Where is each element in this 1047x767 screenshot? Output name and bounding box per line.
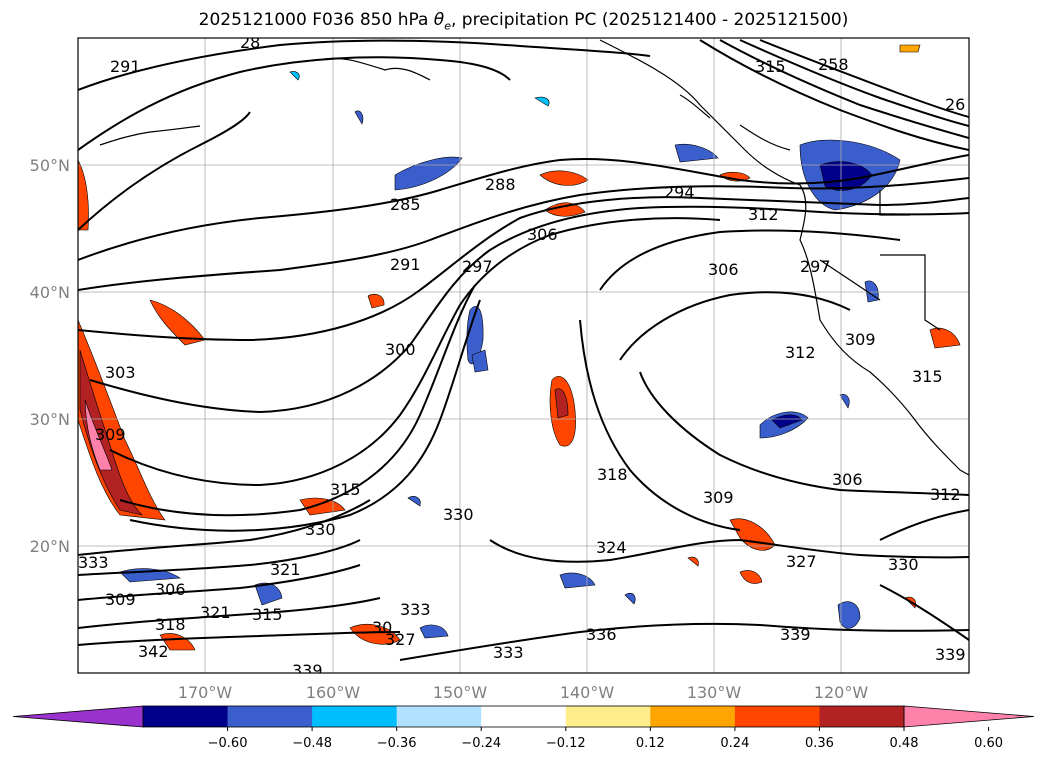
colorbar-over-extension bbox=[903, 705, 1035, 728]
contour-label: 28 bbox=[240, 33, 260, 52]
colorbar-bin bbox=[312, 706, 398, 727]
colorbar-frame bbox=[142, 705, 905, 728]
contour-label: 333 bbox=[493, 643, 524, 662]
contour-label: 330 bbox=[888, 555, 919, 574]
colorbar-bin bbox=[734, 706, 820, 727]
lat-label: 30°N bbox=[30, 410, 70, 429]
contour-label: 288 bbox=[485, 175, 516, 194]
contour-label: 312 bbox=[930, 485, 961, 504]
contour-label: 315 bbox=[252, 605, 283, 624]
lat-label: 20°N bbox=[30, 537, 70, 556]
colorbar-tick-label: 0.48 bbox=[890, 736, 919, 751]
lat-label: 40°N bbox=[30, 283, 70, 302]
title-rest: , precipitation PC (2025121400 - 2025121… bbox=[450, 10, 849, 30]
longitude-labels: 170°W 160°W 150°W 140°W 130°W 120°W bbox=[178, 683, 869, 702]
contour-label: 330 bbox=[305, 520, 336, 539]
map-content: 291 288 285 294 312 297 300 306 306 291 … bbox=[78, 33, 969, 680]
lon-label: 160°W bbox=[306, 683, 361, 702]
lon-label: 170°W bbox=[178, 683, 233, 702]
contour-label: 333 bbox=[78, 553, 109, 572]
lon-label: 140°W bbox=[560, 683, 615, 702]
latitude-labels: 50°N 40°N 30°N 20°N bbox=[30, 156, 70, 556]
colorbar-tick-label: 0.36 bbox=[805, 736, 834, 751]
contour-label: 306 bbox=[155, 580, 186, 599]
contour-label: 321 bbox=[200, 603, 231, 622]
contour-label: 315 bbox=[755, 57, 786, 76]
contour-label: 309 bbox=[105, 590, 136, 609]
contour-labels: 291 288 285 294 312 297 300 306 306 291 … bbox=[78, 33, 966, 680]
colorbar-bin bbox=[143, 706, 229, 727]
contour-label: 312 bbox=[785, 343, 816, 362]
chart-title: 2025121000 F036 850 hPa θe, precipitatio… bbox=[0, 10, 1047, 32]
colorbar-tick-label: −0.60 bbox=[208, 736, 248, 751]
contour-label: 300 bbox=[385, 340, 416, 359]
contour-label: 30 bbox=[372, 618, 392, 637]
contour-label: 339 bbox=[292, 661, 323, 680]
lon-label: 150°W bbox=[433, 683, 488, 702]
contour-label: 306 bbox=[832, 470, 863, 489]
contour-label: 321 bbox=[270, 560, 301, 579]
contour-label: 306 bbox=[527, 225, 558, 244]
colorbar-tick-label: −0.24 bbox=[461, 736, 501, 751]
title-theta: θ bbox=[433, 10, 445, 30]
contour-label: 339 bbox=[780, 625, 811, 644]
contour-label: 303 bbox=[105, 363, 136, 382]
title-main: 2025121000 F036 850 hPa bbox=[198, 10, 429, 30]
contour-label: 339 bbox=[935, 645, 966, 664]
contour-label: 330 bbox=[443, 505, 474, 524]
contour-label: 309 bbox=[95, 425, 126, 444]
contour-label: 306 bbox=[708, 260, 739, 279]
contour-label: 333 bbox=[400, 600, 431, 619]
colorbar-under-extension bbox=[12, 705, 144, 728]
contour-label: 318 bbox=[155, 615, 186, 634]
contour-label: 315 bbox=[912, 367, 943, 386]
colorbar-tick-label: −0.12 bbox=[546, 736, 586, 751]
contour-label: 315 bbox=[330, 480, 361, 499]
colorbar-bin bbox=[565, 706, 651, 727]
colorbar-tick-label: 0.60 bbox=[974, 736, 1003, 751]
contour-label: 318 bbox=[597, 465, 628, 484]
contour-label: 26 bbox=[945, 95, 965, 114]
contour-label: 291 bbox=[110, 57, 141, 76]
contour-label: 297 bbox=[800, 257, 831, 276]
contour-label: 291 bbox=[390, 255, 421, 274]
contour-label: 342 bbox=[138, 642, 169, 661]
contour-label: 309 bbox=[845, 330, 876, 349]
precipitation-shading bbox=[78, 44, 961, 651]
contour-label: 297 bbox=[462, 257, 493, 276]
colorbar-tick-label: 0.12 bbox=[636, 736, 665, 751]
map-background bbox=[78, 38, 969, 673]
colorbar-bin bbox=[396, 706, 482, 727]
theta-e-contours bbox=[78, 39, 969, 661]
contour-label: 324 bbox=[596, 538, 627, 557]
colorbar-tick-label: −0.48 bbox=[292, 736, 332, 751]
title-subscript: e bbox=[444, 19, 451, 33]
contour-label: 285 bbox=[390, 195, 421, 214]
colorbar-bin bbox=[227, 706, 313, 727]
contour-label: 294 bbox=[664, 183, 695, 202]
lon-label: 120°W bbox=[814, 683, 869, 702]
graticule bbox=[78, 38, 969, 673]
contour-label: 327 bbox=[385, 630, 416, 649]
colorbar-bin bbox=[819, 706, 905, 727]
lon-label: 130°W bbox=[687, 683, 742, 702]
contour-label: 258 bbox=[818, 55, 849, 74]
colorbar-tick-label: −0.36 bbox=[377, 736, 417, 751]
colorbar-bin bbox=[481, 706, 567, 727]
lat-label: 50°N bbox=[30, 156, 70, 175]
map-frame bbox=[77, 37, 970, 674]
contour-label: 312 bbox=[748, 205, 779, 224]
contour-label: 327 bbox=[786, 552, 817, 571]
contour-label: 336 bbox=[586, 625, 617, 644]
colorbar-tick-label: 0.24 bbox=[720, 736, 749, 751]
colorbar: −0.60 −0.48 −0.36 −0.24 −0.12 0.12 0.24 0.36 0.4… bbox=[12, 705, 1035, 751]
contour-label: 309 bbox=[703, 488, 734, 507]
colorbar-bin bbox=[650, 706, 736, 727]
